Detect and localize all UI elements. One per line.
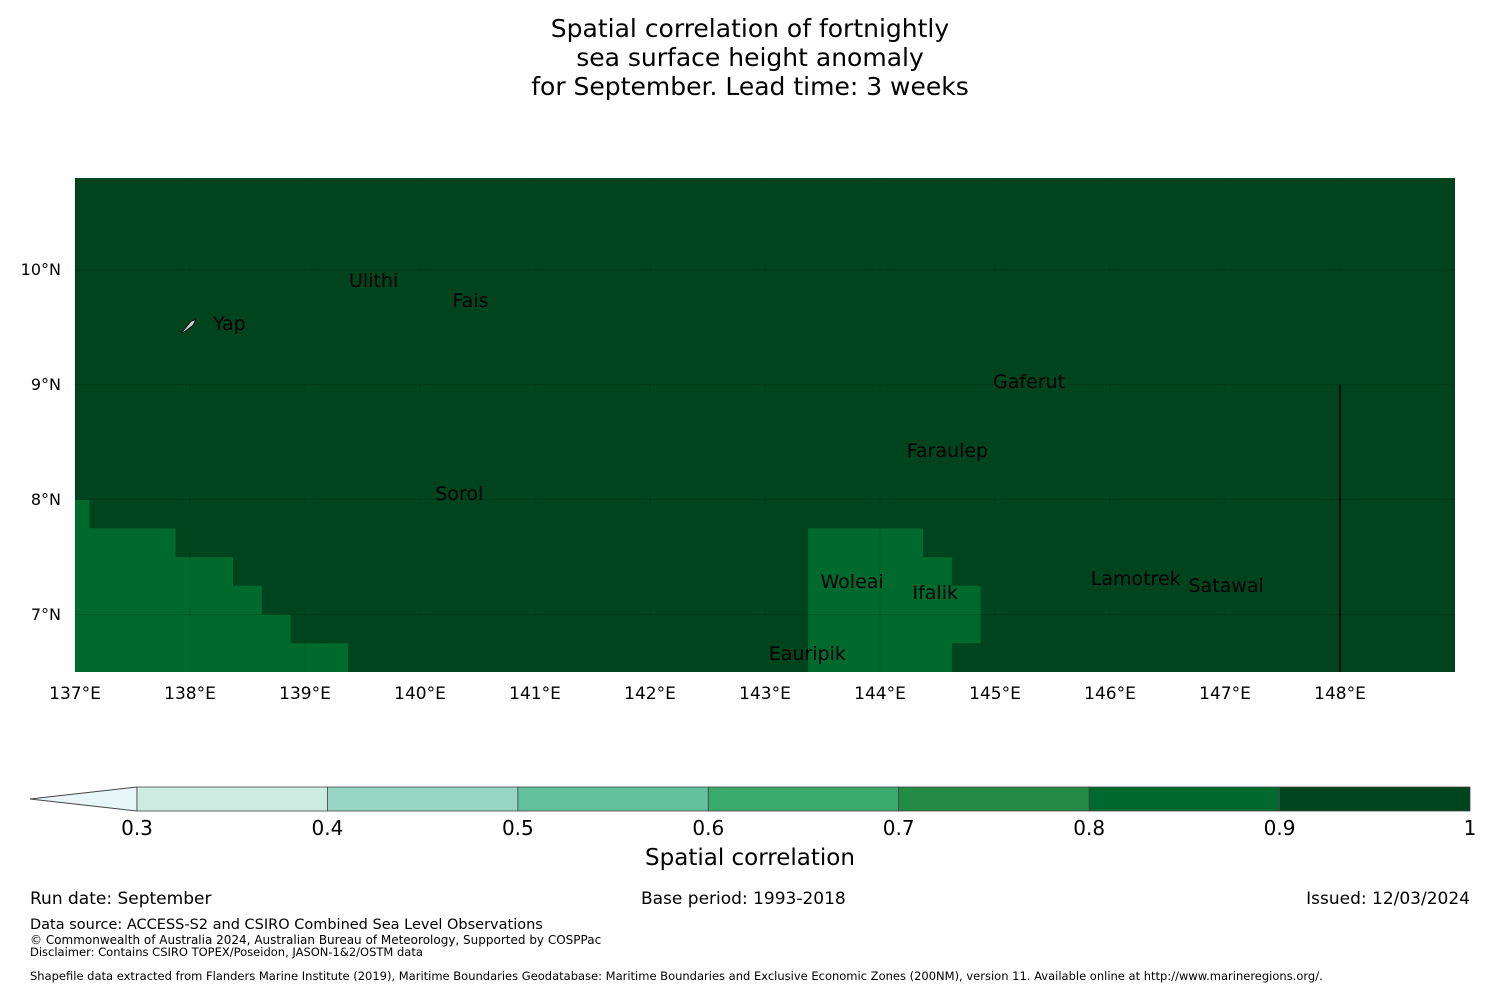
colorbar-bin [898,786,1090,812]
lon-tick-label: 142°E [624,684,676,704]
colorbar-bin [1279,786,1471,812]
lat-tick-label: 10°N [20,259,61,279]
colorbar-tick-label: 0.4 [311,816,344,840]
colorbar-bin [1088,786,1280,812]
colorbar-tick-label: 0.6 [692,816,725,840]
lat-tick-label: 9°N [30,374,61,394]
colorbar-bin [707,786,900,812]
lon-tick-label: 138°E [164,684,216,704]
run-date: Run date: September [30,889,212,909]
place-label-yap: Yap [213,313,246,336]
colorbar-tick-label: 0.3 [121,816,153,840]
correlation-region [75,499,349,672]
yap-island-shape [180,318,197,334]
colorbar-tick-label: 0.5 [501,816,534,840]
colorbar-extend-arrow [29,786,138,812]
place-label-lamotrek: Lamotrek [1090,568,1181,591]
lon-tick-label: 146°E [1084,684,1136,704]
place-label-faraulep: Faraulep [906,439,989,462]
lon-tick-label: 145°E [969,684,1021,704]
place-label-eauripik: Eauripik [768,643,846,666]
place-label-satawal: Satawal [1188,575,1264,598]
colorbar-tick-label: 0.7 [882,816,915,840]
lon-tick-label: 139°E [279,684,331,704]
colorbar-label: Spatial correlation [645,845,855,871]
place-label-ulithi: Ulithi [349,269,399,292]
lon-tick-label: 143°E [739,684,791,704]
chart-title: Spatial correlation of fortnightly sea s… [0,14,1500,101]
lon-tick-label: 147°E [1199,684,1251,704]
lon-tick-label: 140°E [394,684,446,704]
title-line-3: for September. Lead time: 3 weeks [531,72,969,101]
colorbar-bin [136,786,328,812]
title-line-2: sea surface height anomaly [576,43,924,72]
disclaimer: Disclaimer: Contains CSIRO TOPEX/Poseido… [30,945,423,959]
lon-tick-label: 137°E [49,684,101,704]
base-period: Base period: 1993-2018 [641,889,846,909]
copyright: © Commonwealth of Australia 2024, Austra… [30,933,602,947]
place-label-gaferut: Gaferut [993,370,1066,393]
colorbar-tick-label: 1 [1463,816,1477,840]
title-line-1: Spatial correlation of fortnightly [550,14,950,43]
place-label-woleai: Woleai [820,570,884,593]
data-source: Data source: ACCESS-S2 and CSIRO Combine… [30,917,543,933]
lat-tick-label: 7°N [30,604,61,624]
place-label-ifalik: Ifalik [912,582,959,605]
lon-tick-label: 144°E [854,684,906,704]
colorbar-tick-label: 0.9 [1263,816,1296,840]
correlation-region [808,528,981,672]
place-label-sorol: Sorol [435,483,484,506]
colorbar-bin [327,786,519,812]
issued-date: Issued: 12/03/2024 [1306,889,1470,909]
place-label-fais: Fais [452,290,489,313]
map-figure [29,178,1471,812]
colorbar-tick-label: 0.8 [1073,816,1106,840]
lon-tick-label: 141°E [509,684,561,704]
map-background-field [75,178,1455,672]
lon-tick-label: 148°E [1314,684,1366,704]
shapefile-credit: Shapefile data extracted from Flanders M… [30,969,1323,983]
colorbar-bin [517,786,709,812]
lat-tick-label: 8°N [30,489,61,509]
